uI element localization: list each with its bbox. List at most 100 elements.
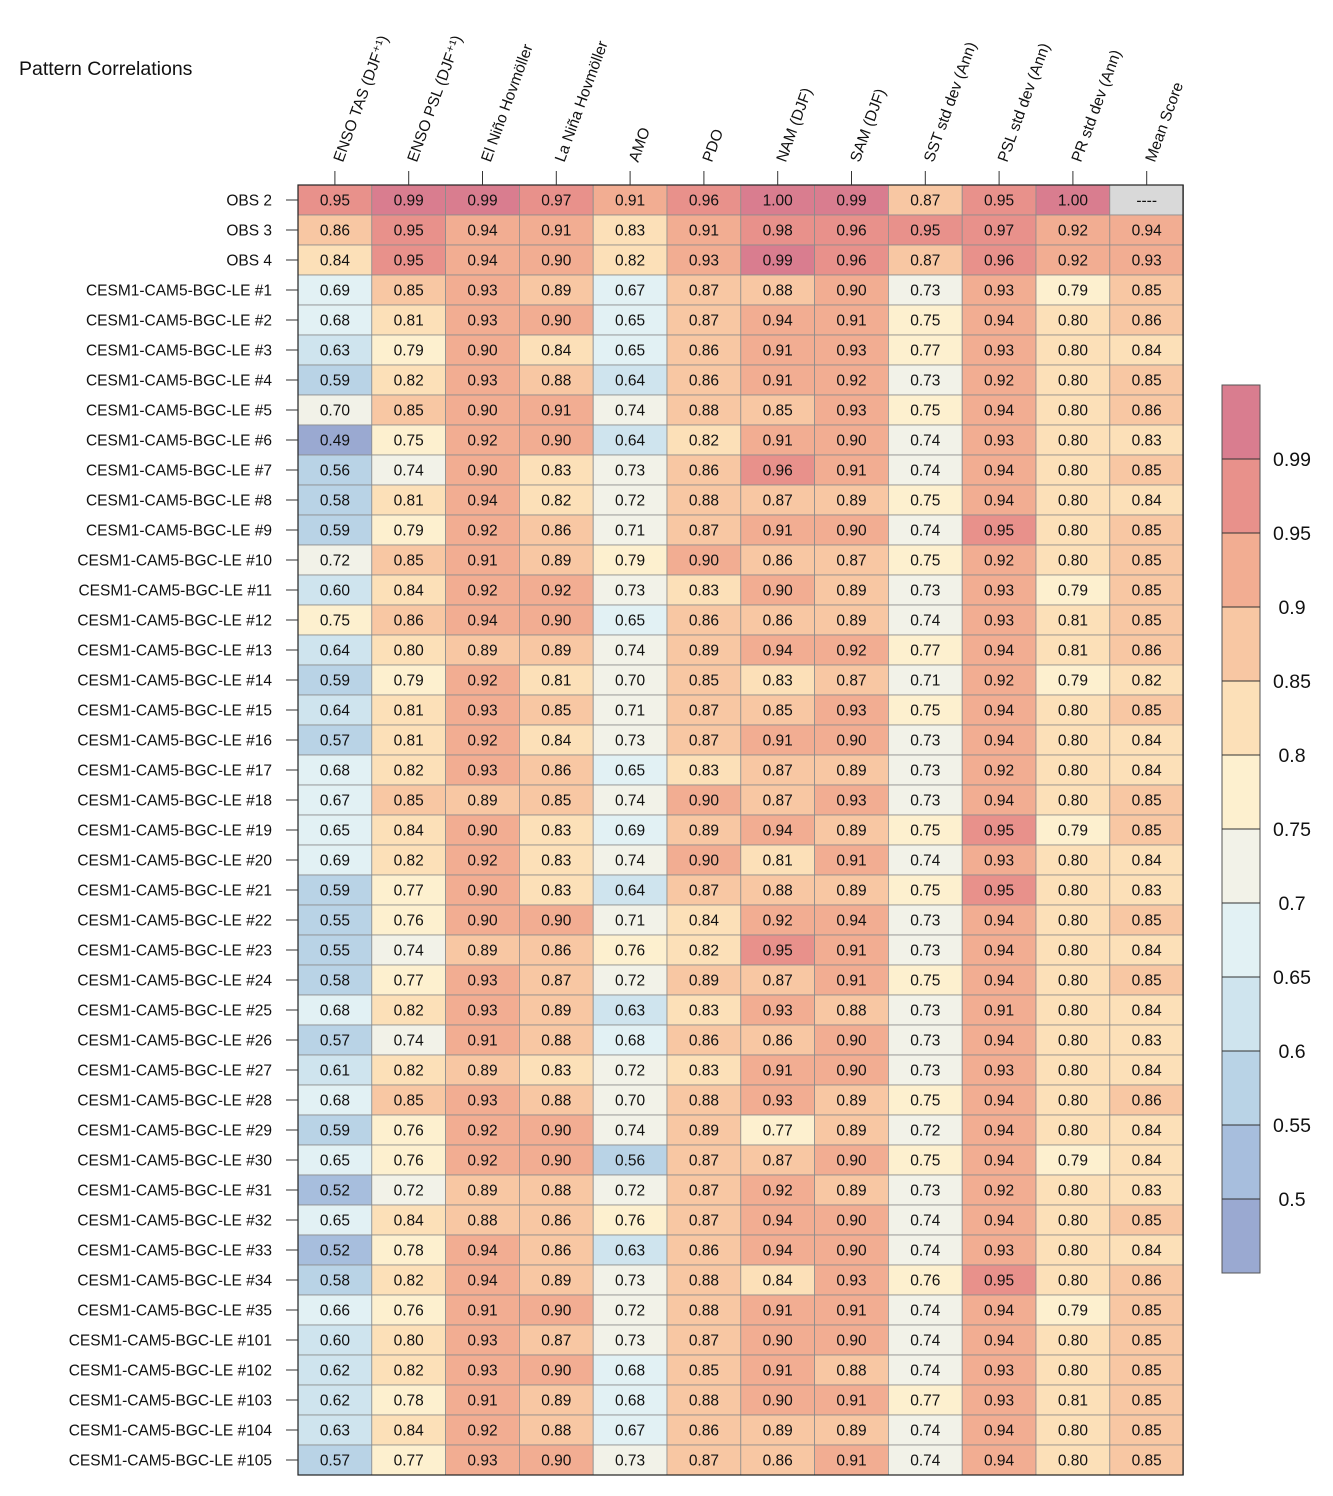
- cell-value: 0.91: [541, 403, 571, 420]
- cell-value: 0.90: [836, 283, 867, 300]
- heatmap-cell: [1035, 1384, 1111, 1416]
- heatmap-cell: [666, 1444, 742, 1476]
- cell-value: 0.80: [1058, 403, 1089, 420]
- cell-value: 0.89: [836, 583, 866, 600]
- cell-value: 0.94: [984, 1333, 1015, 1350]
- heatmap-cell: [592, 274, 668, 306]
- heatmap-cell: [814, 1294, 889, 1326]
- heatmap-cell: [666, 604, 742, 636]
- cell-value: 0.96: [984, 253, 1014, 270]
- heatmap-cell: [961, 1204, 1037, 1236]
- column-label: ENSO PSL (DJF⁺¹): [404, 33, 466, 164]
- cell-value: 0.82: [615, 253, 645, 270]
- heatmap-cell: [814, 1174, 889, 1206]
- cell-value: 0.72: [910, 1123, 940, 1140]
- heatmap-cell: [814, 1414, 889, 1446]
- cell-value: 0.75: [910, 823, 940, 840]
- cell-value: 0.89: [541, 553, 571, 570]
- cell-value: 0.91: [541, 223, 571, 240]
- cell-value: 0.80: [1058, 1333, 1089, 1350]
- heatmap-cell: [1035, 694, 1111, 726]
- heatmap-cell: [1109, 1054, 1185, 1086]
- cell-value: 0.89: [689, 973, 719, 990]
- cell-value: 0.68: [615, 1033, 645, 1050]
- cell-value: 0.86: [689, 1033, 719, 1050]
- heatmap-cell: [1035, 1084, 1111, 1116]
- cell-value: 0.94: [467, 1273, 498, 1290]
- cell-value: 0.84: [394, 823, 425, 840]
- cell-value: 0.84: [394, 1423, 425, 1440]
- cell-value: 0.93: [763, 1093, 793, 1110]
- cell-value: 0.92: [467, 1153, 497, 1170]
- cell-value: 1.00: [1058, 193, 1089, 210]
- heatmap-cell: [297, 394, 373, 426]
- cell-value: 0.81: [394, 493, 424, 510]
- heatmap-cell: [1035, 1324, 1111, 1356]
- heatmap-cell: [1109, 574, 1185, 606]
- cell-value: 0.93: [984, 1393, 1014, 1410]
- cell-value: 0.89: [836, 823, 866, 840]
- cell-value: 0.69: [320, 853, 350, 870]
- heatmap-cell: [666, 1084, 742, 1116]
- heatmap-cell: [519, 1114, 594, 1146]
- heatmap-cell: [1035, 1054, 1111, 1086]
- heatmap-cell: [371, 784, 446, 816]
- cell-value: 0.89: [541, 643, 571, 660]
- heatmap-cell: [1109, 634, 1185, 666]
- heatmap-cell: [814, 724, 889, 756]
- cell-value: 0.89: [689, 643, 719, 660]
- cell-value: 0.88: [689, 1303, 719, 1320]
- heatmap-cell: [592, 1444, 668, 1476]
- heatmap-cell: [814, 874, 889, 906]
- row-label: CESM1-CAM5-BGC-LE #13: [77, 643, 272, 660]
- cell-value: 0.90: [467, 463, 498, 480]
- cell-value: 0.82: [1132, 673, 1162, 690]
- cell-value: 0.65: [615, 613, 645, 630]
- cell-value: 0.92: [467, 673, 497, 690]
- cell-value: 0.86: [541, 1243, 571, 1260]
- heatmap-cell: [740, 424, 815, 456]
- heatmap-cell: [519, 724, 594, 756]
- heatmap-cell: [1109, 994, 1185, 1026]
- heatmap-cell: [740, 1264, 815, 1296]
- heatmap-cell: [1109, 304, 1185, 336]
- cell-value: 0.87: [689, 1213, 719, 1230]
- heatmap-cell: [297, 634, 373, 666]
- cell-value: 0.89: [763, 1423, 793, 1440]
- heatmap-cell: [1035, 1414, 1111, 1446]
- heatmap-cell: [1035, 604, 1111, 636]
- heatmap-cell: [519, 1294, 594, 1326]
- cell-value: 0.83: [689, 763, 719, 780]
- cell-value: 0.85: [1132, 283, 1162, 300]
- heatmap-cell: [592, 994, 668, 1026]
- cell-value: 0.64: [320, 703, 351, 720]
- cell-value: 0.80: [394, 643, 425, 660]
- cell-value: 0.63: [320, 1423, 350, 1440]
- cell-value: 0.82: [689, 433, 719, 450]
- heatmap-cell: [445, 964, 520, 996]
- heatmap-cell: [961, 934, 1037, 966]
- cell-value: 0.88: [763, 883, 793, 900]
- cell-value: 0.90: [836, 1033, 867, 1050]
- cell-value: 0.85: [1132, 793, 1162, 810]
- cell-value: 0.88: [541, 1033, 571, 1050]
- heatmap-cell: [1109, 1234, 1185, 1266]
- heatmap-cell: [445, 1174, 520, 1206]
- heatmap-cell: [1109, 1204, 1185, 1236]
- cell-value: 0.80: [1058, 703, 1089, 720]
- cell-value: 0.83: [541, 823, 571, 840]
- row-label: OBS 2: [226, 193, 272, 210]
- colorbar-tick-label: 0.95: [1273, 523, 1311, 545]
- cell-value: 0.85: [1132, 973, 1162, 990]
- heatmap-cell: [740, 694, 815, 726]
- colorbar-tick-label: 0.7: [1278, 893, 1305, 915]
- heatmap-cell: [814, 634, 889, 666]
- cell-value: 0.89: [836, 1093, 866, 1110]
- column-label: NAM (DJF): [773, 86, 815, 165]
- cell-value: 0.76: [615, 1213, 645, 1230]
- cell-value: 0.89: [836, 883, 866, 900]
- heatmap-cell: [519, 994, 594, 1026]
- cell-value: 0.73: [910, 913, 940, 930]
- cell-value: 0.91: [836, 943, 866, 960]
- cell-value: 0.73: [910, 793, 940, 810]
